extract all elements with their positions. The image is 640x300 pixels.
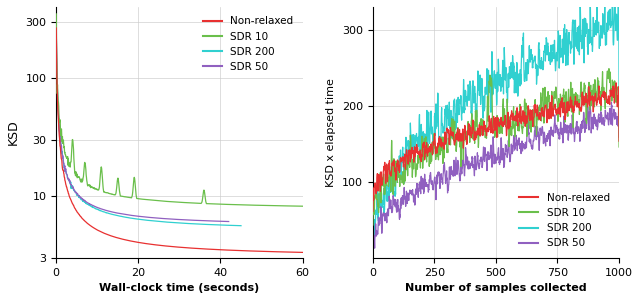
Y-axis label: KSD x elapsed time: KSD x elapsed time xyxy=(326,78,336,187)
Legend: Non-relaxed, SDR 10, SDR 200, SDR 50: Non-relaxed, SDR 10, SDR 200, SDR 50 xyxy=(515,189,614,253)
X-axis label: Wall-clock time (seconds): Wall-clock time (seconds) xyxy=(99,283,260,293)
X-axis label: Number of samples collected: Number of samples collected xyxy=(405,283,587,293)
Y-axis label: KSD: KSD xyxy=(7,119,20,145)
Legend: Non-relaxed, SDR 10, SDR 200, SDR 50: Non-relaxed, SDR 10, SDR 200, SDR 50 xyxy=(199,12,298,76)
